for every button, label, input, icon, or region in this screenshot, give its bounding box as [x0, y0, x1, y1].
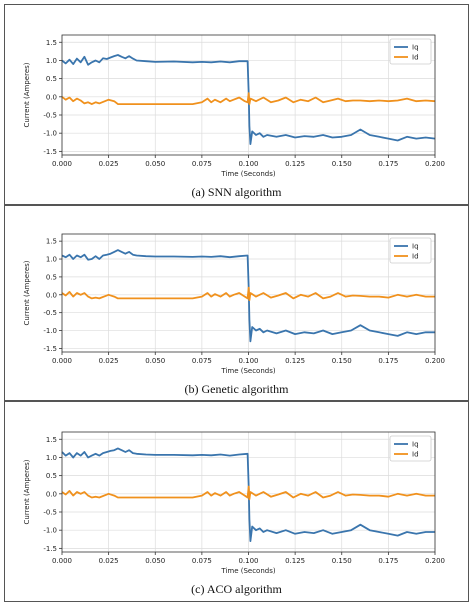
y-tick-label: -0.5: [43, 509, 57, 517]
legend-label-iq: Iq: [412, 243, 419, 251]
y-tick-label: -1.0: [43, 527, 57, 535]
y-tick-label: -1.0: [43, 130, 57, 138]
series-line-iq: [61, 447, 435, 543]
y-tick-label: 0.5: [46, 472, 57, 480]
x-tick-label: 0.150: [332, 160, 352, 168]
y-tick-label: -1.5: [43, 345, 57, 353]
x-tick-label: 0.050: [145, 557, 165, 565]
x-tick-label: 0.050: [145, 160, 165, 168]
x-tick-label: 0.025: [99, 357, 119, 365]
x-tick-label: 0.125: [285, 357, 305, 365]
x-tick-label: 0.000: [52, 557, 72, 565]
x-tick-label: 0.200: [425, 357, 445, 365]
x-axis-label: Time (Seconds): [220, 170, 275, 178]
chart-caption: (c) ACO algorithm: [191, 582, 282, 596]
y-tick-label: -0.5: [43, 309, 57, 317]
series-line-iq: [61, 249, 435, 343]
chart-caption: (b) Genetic algorithm: [184, 382, 289, 396]
plot-frame: [61, 34, 436, 156]
x-tick-label: 0.100: [238, 557, 258, 565]
y-tick-label: 0.0: [46, 490, 57, 498]
y-tick-label: 0.0: [46, 93, 57, 101]
y-axis-label: Current (Amperes): [23, 62, 31, 127]
x-tick-label: 0.075: [192, 357, 212, 365]
series-line-id: [61, 286, 435, 302]
x-tick-label: 0.175: [378, 160, 398, 168]
y-tick-label: -0.5: [43, 112, 57, 120]
y-tick-label: 1.5: [46, 436, 57, 444]
y-axis-label: Current (Amperes): [23, 260, 31, 325]
y-tick-label: 0.5: [46, 273, 57, 281]
x-tick-label: 0.025: [99, 160, 119, 168]
line-chart-aco: 0.000 0.025 0.050 0.075 0.100 0.125 0.150 0.175…: [23, 431, 445, 575]
y-tick-label: 1.5: [46, 39, 57, 47]
y-axis-label: Current (Amperes): [23, 459, 31, 524]
legend-box: [389, 237, 432, 264]
legend-label-id: Id: [412, 54, 419, 62]
x-tick-label: 0.075: [192, 557, 212, 565]
x-tick-label: 0.125: [285, 160, 305, 168]
y-tick-label: 1.5: [46, 238, 57, 246]
y-tick-label: -1.0: [43, 327, 57, 335]
legend-box: [389, 435, 432, 462]
x-tick-label: 0.050: [145, 357, 165, 365]
chart-panel-aco: 0.000 0.025 0.050 0.075 0.100 0.125 0.150 0.175…: [4, 401, 469, 602]
x-tick-label: 0.000: [52, 357, 72, 365]
x-tick-label: 0.175: [378, 357, 398, 365]
x-tick-label: 0.100: [238, 160, 258, 168]
series-line-id: [61, 485, 435, 501]
plot-frame: [61, 431, 436, 553]
x-axis-label: Time (Seconds): [220, 367, 275, 375]
x-tick-label: 0.150: [332, 557, 352, 565]
legend-box: [389, 38, 432, 65]
y-tick-label: 1.0: [46, 256, 57, 264]
y-tick-label: -1.5: [43, 148, 57, 156]
legend-label-id: Id: [412, 451, 419, 459]
y-tick-label: 1.0: [46, 57, 57, 65]
line-chart-genetic: 0.000 0.025 0.050 0.075 0.100 0.125 0.150 0.175…: [23, 233, 445, 375]
y-tick-label: 0.0: [46, 291, 57, 299]
chart-caption: (a) SNN algorithm: [191, 185, 282, 199]
x-tick-label: 0.075: [192, 160, 212, 168]
y-tick-label: 1.0: [46, 454, 57, 462]
x-tick-label: 0.100: [238, 357, 258, 365]
x-axis-label: Time (Seconds): [220, 567, 275, 575]
legend-label-iq: Iq: [412, 44, 419, 52]
series-line-iq: [61, 54, 436, 146]
x-tick-label: 0.200: [425, 557, 445, 565]
y-tick-label: -1.5: [43, 545, 57, 553]
chart-panel-genetic: 0.000 0.025 0.050 0.075 0.100 0.125 0.150 0.175…: [4, 205, 469, 401]
x-tick-label: 0.175: [378, 557, 398, 565]
y-tick-label: 0.5: [46, 75, 57, 83]
x-tick-label: 0.150: [332, 357, 352, 365]
series-line-id: [61, 92, 436, 105]
x-tick-label: 0.000: [52, 160, 72, 168]
x-tick-label: 0.125: [285, 557, 305, 565]
legend-label-id: Id: [412, 253, 419, 261]
plot-frame: [61, 233, 436, 353]
chart-panel-snn: 0.000 0.025 0.050 0.075 0.100 0.125 0.150 0.175…: [4, 4, 469, 205]
x-tick-label: 0.200: [425, 160, 445, 168]
legend-label-iq: Iq: [412, 441, 419, 449]
line-chart-snn: 0.000 0.025 0.050 0.075 0.100 0.125 0.150 0.175…: [23, 34, 445, 178]
x-tick-label: 0.025: [99, 557, 119, 565]
